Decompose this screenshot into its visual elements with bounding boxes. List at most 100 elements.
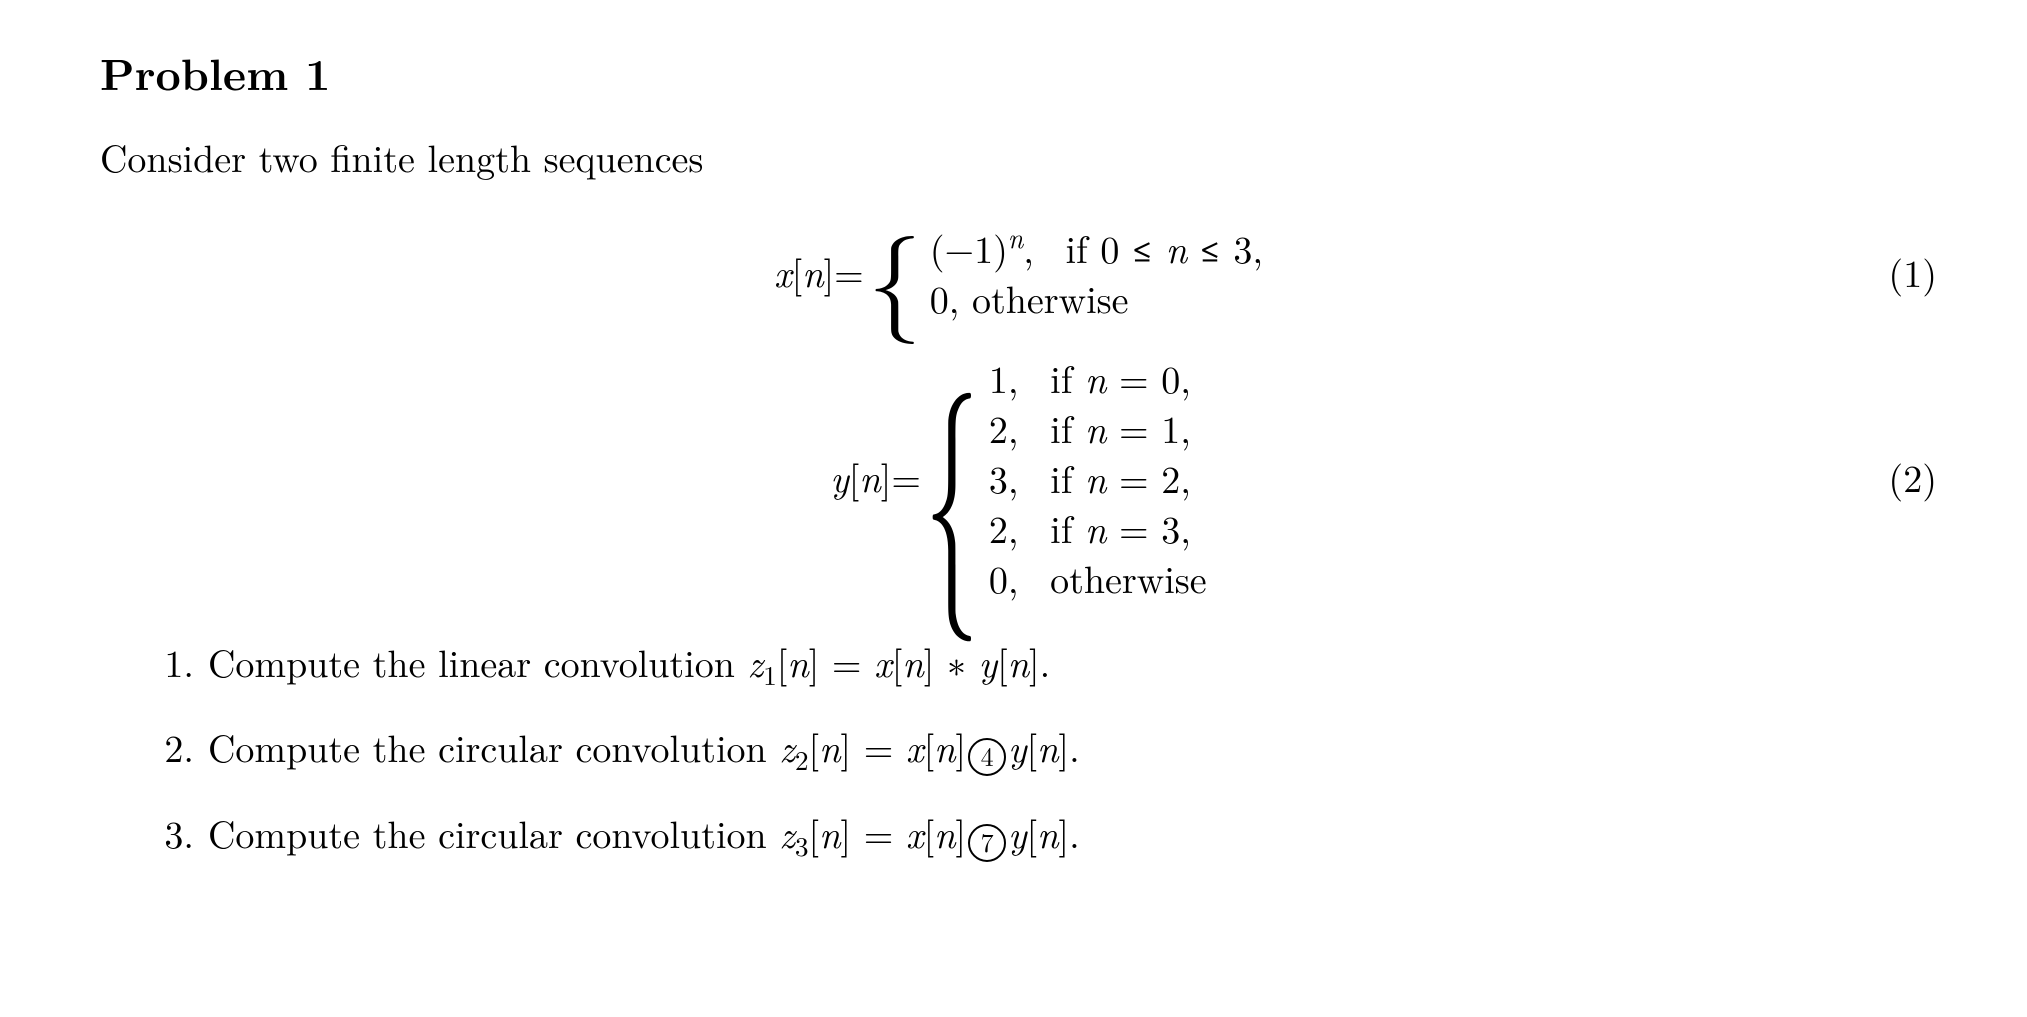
y-var: y — [979, 635, 997, 689]
equals-sign: = — [891, 450, 921, 505]
eq1-cases: (−1)n, if 0 ≤ n ≤ 3, 0, otherwise — [930, 223, 1263, 323]
open-bracket: [ — [892, 635, 903, 689]
brace-icon: { — [925, 354, 979, 602]
task-1-post: . — [1040, 635, 1051, 689]
task-1-text: Compute the linear convolution z1[n] = x… — [208, 635, 1050, 690]
n-var: n — [819, 806, 840, 860]
eq2-c4-n: n — [1085, 501, 1106, 555]
brace-icon: { — [868, 219, 922, 327]
n-var: n — [819, 720, 840, 774]
eq2-c3-n: n — [1085, 451, 1106, 505]
problem-page: Problem 1 Consider two finite length seq… — [0, 0, 2027, 1017]
equals-sign: = — [851, 806, 906, 860]
task-1-pre: Compute the linear convolution — [208, 635, 748, 689]
eq1-lhs-var: x — [774, 245, 792, 300]
task-1-number: 1. — [158, 635, 194, 690]
equation-2-number: (2) — [1888, 450, 1937, 505]
close-bracket: ] — [1058, 720, 1069, 774]
y-var: y — [1008, 806, 1026, 860]
eq2-c2-post: = 1, — [1106, 401, 1190, 455]
open-bracket: [ — [1027, 806, 1038, 860]
z-var: z — [779, 720, 795, 774]
eq2-case-1: 1, if n = 0, — [989, 353, 1207, 403]
task-item-2: 2. Compute the circular convolution z2[n… — [158, 720, 1937, 776]
eq2-case-4: 2, if n = 3, — [989, 503, 1207, 553]
close-bracket: ] — [881, 450, 892, 505]
eq2-case-2: 2, if n = 1, — [989, 403, 1207, 453]
open-bracket: [ — [924, 806, 935, 860]
close-bracket: ] — [840, 720, 851, 774]
open-bracket: [ — [777, 635, 788, 689]
x-var: x — [906, 806, 924, 860]
x-var: x — [906, 720, 924, 774]
equation-1-number: (1) — [1888, 245, 1937, 300]
task-2-pre: Compute the circular convolution — [208, 720, 779, 774]
circled-conv-4-icon: 4 — [968, 738, 1006, 776]
eq1-lhs-arg: n — [802, 245, 823, 300]
eq1-base: (−1) — [930, 221, 1008, 275]
close-bracket: ] — [1029, 635, 1040, 689]
close-bracket: ] — [840, 806, 851, 860]
eq2-c1-n: n — [1085, 351, 1106, 405]
n-var: n — [1037, 720, 1058, 774]
task-2-number: 2. — [158, 720, 194, 776]
eq2-case-3: 3, if n = 2, — [989, 453, 1207, 503]
task-list: 1. Compute the linear convolution z1[n] … — [100, 635, 1937, 862]
task-3-text: Compute the circular convolution z3[n] =… — [208, 806, 1080, 862]
eq2-lhs-var: y — [830, 450, 848, 505]
n-var: n — [934, 806, 955, 860]
equation-1: x[n] = { (−1)n, if 0 ≤ n ≤ 3, 0, otherwi… — [100, 219, 1937, 327]
open-bracket: [ — [1027, 720, 1038, 774]
problem-heading: Problem 1 — [100, 40, 1937, 104]
eq2-lhs-arg: n — [859, 450, 880, 505]
open-bracket: [ — [792, 245, 803, 300]
open-bracket: [ — [924, 720, 935, 774]
circled-conv-7-icon: 7 — [968, 824, 1006, 862]
eq2-c4-post: = 3, — [1106, 501, 1190, 555]
n-var: n — [902, 635, 923, 689]
eq2-c1-post: = 0, — [1106, 351, 1190, 405]
close-bracket: ] — [956, 720, 967, 774]
open-bracket: [ — [809, 720, 820, 774]
equals-sign: = — [851, 720, 906, 774]
equation-1-body: x[n] = { (−1)n, if 0 ≤ n ≤ 3, 0, otherwi… — [774, 219, 1263, 327]
eq2-c2-n: n — [1085, 401, 1106, 455]
y-var: y — [1008, 720, 1026, 774]
task-2-post: . — [1069, 720, 1080, 774]
equation-2-body: y[n] = { 1, if n = 0, 2, if n = 1, 3, if… — [830, 353, 1206, 603]
open-bracket: [ — [809, 806, 820, 860]
eq1-case-1: (−1)n, if 0 ≤ n ≤ 3, — [930, 223, 1263, 273]
n-var: n — [1037, 806, 1058, 860]
task-3-pre: Compute the circular convolution — [208, 806, 779, 860]
task-3-number: 3. — [158, 806, 194, 862]
close-bracket: ] — [824, 245, 835, 300]
z-var: z — [748, 635, 764, 689]
equals-sign: = — [834, 245, 864, 300]
eq1-cond-pre: , if 0 ≤ — [1023, 221, 1165, 275]
close-bracket: ] — [956, 806, 967, 860]
z-sub: 3 — [795, 825, 809, 864]
task-3-post: . — [1069, 806, 1080, 860]
eq2-c2-pre: 2, if — [989, 401, 1085, 455]
close-bracket: ] — [1058, 806, 1069, 860]
eq2-c3-post: = 2, — [1106, 451, 1190, 505]
n-var: n — [1008, 635, 1029, 689]
eq2-c3-pre: 3, if — [989, 451, 1085, 505]
z-sub: 1 — [763, 654, 777, 693]
eq1-case-2: 0, otherwise — [930, 273, 1263, 323]
eq2-c1-pre: 1, if — [989, 351, 1085, 405]
task-item-3: 3. Compute the circular convolution z3[n… — [158, 806, 1937, 862]
open-bracket: [ — [849, 450, 860, 505]
eq1-exponent: n — [1008, 217, 1023, 256]
z-var: z — [779, 806, 795, 860]
eq2-cases: 1, if n = 0, 2, if n = 1, 3, if n = 2, 2… — [989, 353, 1207, 603]
n-var: n — [934, 720, 955, 774]
equation-2: y[n] = { 1, if n = 0, 2, if n = 1, 3, if… — [100, 353, 1937, 603]
close-bracket: ] — [809, 635, 820, 689]
open-bracket: [ — [997, 635, 1008, 689]
n-var: n — [787, 635, 808, 689]
x-var: x — [874, 635, 892, 689]
equals-sign: = — [819, 635, 874, 689]
eq2-c4-pre: 2, if — [989, 501, 1085, 555]
eq1-cond-post: ≤ 3, — [1187, 221, 1263, 275]
